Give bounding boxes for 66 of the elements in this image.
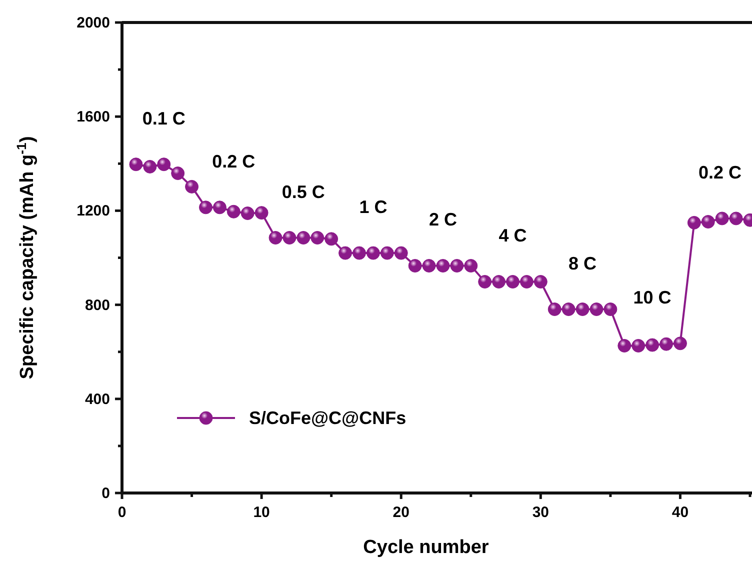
annotation: 0.1 C [142,108,186,128]
y-tick-label: 400 [84,390,110,408]
legend-label: S/CoFe@C@CNFs [249,408,406,428]
x-tick-label: 10 [253,504,270,521]
point [198,200,212,214]
point [408,259,422,272]
point [646,338,660,352]
annotation: 8 C [568,253,597,274]
point [632,338,646,352]
point [436,259,450,272]
point [212,200,226,214]
annotation: 0.2 C [698,162,742,182]
point [380,246,394,260]
point [729,212,743,226]
point [185,180,199,194]
x-tick-label: 0 [118,504,126,521]
point [562,302,576,316]
point [590,302,604,316]
x-axis-title: Cycle number [363,537,490,558]
annotation: 10 C [633,287,672,308]
annotation: 2 C [428,210,457,230]
point [324,232,338,246]
x-tick-label: 40 [672,504,689,521]
point [450,259,464,272]
point [240,206,254,220]
point [673,336,687,350]
point [171,166,185,180]
point [157,158,171,172]
point [129,158,143,172]
annotation: 1 C [359,197,388,218]
point [366,246,380,260]
point [576,302,590,316]
point [548,302,562,316]
point [492,274,506,288]
y-tick-label: 800 [84,296,110,314]
point [226,204,240,218]
annotation: 0.2 C [212,151,256,172]
y-tick-label: 1200 [76,202,110,220]
point [604,302,618,316]
point [715,212,729,226]
point [660,337,674,351]
point [422,259,436,272]
point [534,274,548,288]
point [618,338,632,352]
annotation: 0.5 C [282,182,325,202]
point [296,231,310,245]
point [268,231,282,245]
point [701,215,715,229]
x-tick-label: 30 [532,504,550,521]
point [394,246,408,260]
point [143,160,157,174]
point [254,206,268,220]
point [506,274,520,288]
x-tick-label: 20 [392,504,410,521]
point [520,274,534,288]
y-tick-label: 1600 [76,108,110,126]
point [338,246,352,260]
y-tick-label: 2000 [76,14,110,32]
point [687,216,701,230]
point [310,231,324,245]
y-tick-label: 0 [102,485,110,502]
point [464,259,478,272]
annotation: 4 C [498,226,527,246]
point [478,274,492,288]
point [282,231,296,245]
point [352,246,366,260]
